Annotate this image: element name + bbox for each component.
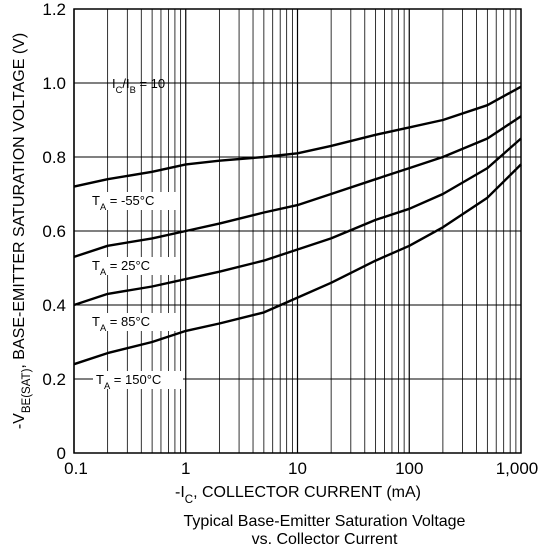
caption-line-2: vs. Collector Current (251, 531, 398, 548)
y-tick-labels: 0 0.2 0.4 0.6 0.8 1.0 1.2 (42, 0, 66, 463)
series-label: TA = -55°C (92, 193, 154, 212)
series-label: TA = 25°C (92, 258, 150, 277)
x-tick-label: 0.1 (64, 459, 88, 478)
caption-line-1: Typical Base-Emitter Saturation Voltage (183, 513, 466, 530)
series-label-bg (89, 192, 179, 210)
series-line (73, 137, 522, 307)
series-label-bg (89, 313, 179, 331)
y-tick-label: 1.0 (42, 74, 66, 93)
y-axis-title: -VBE(SAT), BASE-EMITTER SATURATION VOLTA… (11, 33, 33, 429)
x-tick-label: 1,000 (496, 459, 539, 478)
y-tick-label: 0 (57, 444, 66, 463)
x-tick-label: 100 (395, 459, 423, 478)
series-line (73, 115, 522, 259)
x-tick-labels: 0.1 1 10 100 1,000 (64, 459, 538, 478)
series-lines (73, 85, 522, 366)
grid (73, 8, 521, 454)
series-label-bg (89, 257, 179, 275)
series-label: TA = 150°C (96, 372, 161, 391)
x-tick-label: 1 (181, 459, 190, 478)
condition-label: IC/IB = 10 (112, 76, 165, 95)
plot-frame (73, 8, 522, 454)
series-label: TA = 85°C (92, 314, 150, 333)
y-tick-label: 0.8 (42, 148, 66, 167)
y-tick-label: 0.4 (42, 296, 66, 315)
series-line (73, 85, 522, 188)
y-tick-label: 1.2 (42, 0, 66, 19)
annotations: IC/IB = 10 TA = -55°C TA = 25°C TA = 85°C TA… (89, 76, 183, 391)
series-line (73, 163, 522, 366)
x-axis-title: -IC, COLLECTOR CURRENT (mA) (175, 484, 421, 506)
x-tick-label: 10 (288, 459, 307, 478)
y-tick-label: 0.2 (42, 370, 66, 389)
y-tick-label: 0.6 (42, 222, 66, 241)
series-label-bg (93, 371, 183, 389)
